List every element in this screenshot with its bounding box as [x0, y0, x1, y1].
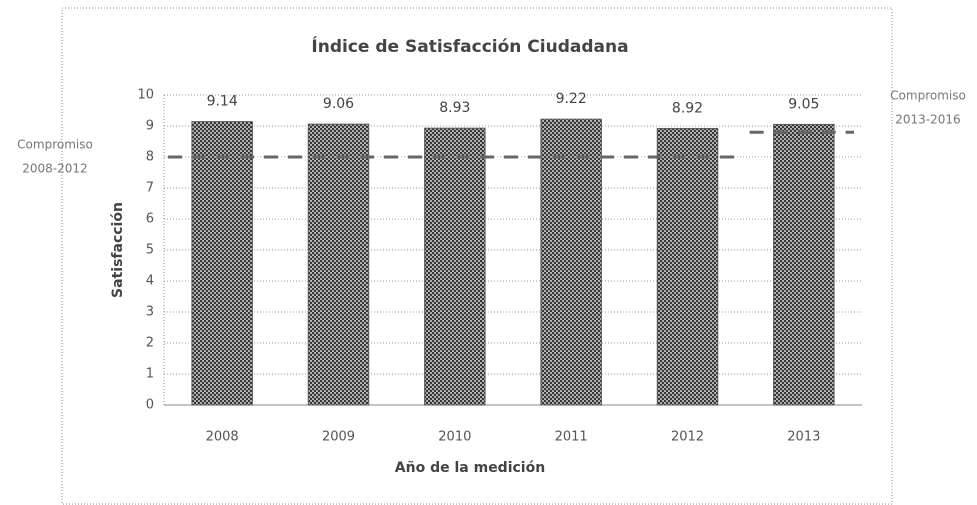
x-tick-label: 2011 — [555, 430, 588, 445]
x-axis-title: Año de la medición — [395, 460, 545, 476]
y-tick-label: 9 — [146, 119, 154, 134]
data-label: 9.05 — [788, 96, 819, 112]
bar — [307, 123, 370, 406]
reference-label: 2008-2012 — [22, 162, 87, 176]
reference-label: 2013-2016 — [895, 113, 960, 127]
bar — [191, 121, 253, 406]
y-tick-label: 2 — [146, 336, 154, 351]
y-tick-label: 4 — [146, 274, 154, 289]
y-axis-title: Satisfacción — [110, 202, 126, 298]
y-tick-label: 0 — [146, 398, 154, 413]
y-tick-label: 5 — [146, 243, 154, 258]
x-tick-label: 2010 — [438, 430, 471, 445]
data-label: 8.93 — [439, 100, 470, 116]
x-tick-label: 2013 — [787, 430, 820, 445]
x-tick-label: 2009 — [322, 430, 355, 445]
bar — [424, 127, 486, 406]
y-tick-label: 1 — [146, 367, 154, 382]
chart-border — [61, 7, 893, 505]
data-label: 8.92 — [672, 100, 703, 116]
y-tick-label: 7 — [146, 181, 154, 196]
reference-label: Compromiso — [17, 138, 93, 152]
x-tick-label: 2012 — [671, 430, 704, 445]
data-label: 9.22 — [556, 91, 587, 107]
data-label: 9.14 — [207, 94, 238, 110]
bar — [773, 123, 835, 406]
chart-title: Índice de Satisfacción Ciudadana — [311, 35, 628, 57]
reference-label: Compromiso — [890, 89, 966, 103]
bar — [540, 118, 602, 406]
x-tick-label: 2008 — [206, 430, 239, 445]
y-tick-label: 8 — [146, 150, 154, 165]
data-label: 9.06 — [323, 96, 354, 112]
y-tick-label: 6 — [146, 212, 154, 227]
y-tick-label: 10 — [137, 88, 154, 103]
y-tick-label: 3 — [146, 305, 154, 320]
bar — [656, 127, 719, 406]
